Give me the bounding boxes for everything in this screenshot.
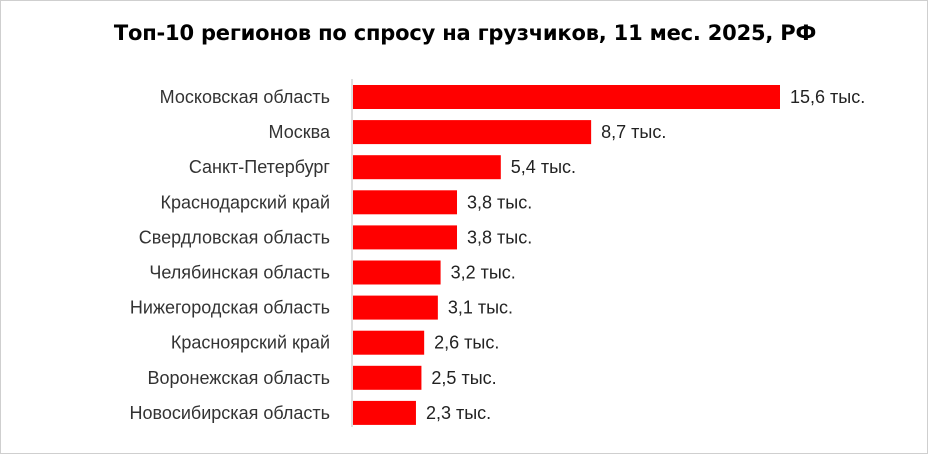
bar [353,85,780,109]
category-label: Краснодарский край [160,192,330,212]
value-label: 2,5 тыс. [431,368,496,388]
bar [353,295,438,320]
value-label: 3,2 тыс. [451,263,516,283]
value-label: 3,1 тыс. [448,298,513,318]
value-label: 5,4 тыс. [511,157,576,177]
bar [353,365,422,390]
bar [353,260,441,285]
category-label: Санкт-Петербург [189,157,331,177]
bar [353,225,458,250]
category-label: Новосибирская область [130,403,331,423]
bar [353,330,425,355]
bar [353,400,416,425]
value-label: 2,3 тыс. [426,403,491,423]
value-label: 3,8 тыс. [467,227,532,247]
value-label: 3,8 тыс. [467,192,532,212]
category-label: Москва [269,122,331,142]
value-label: 2,6 тыс. [434,333,499,353]
chart-title: Топ-10 регионов по спросу на грузчиков, … [113,21,817,45]
category-label: Свердловская область [139,227,330,247]
category-label: Нижегородская область [130,298,330,318]
value-label: 8,7 тыс. [601,122,666,142]
bar [353,120,592,145]
category-label: Московская область [160,87,330,107]
bar [353,155,501,180]
category-label: Воронежская область [147,368,330,388]
value-label: 15,6 тыс. [790,87,865,107]
category-label: Челябинская область [149,263,330,283]
bars-group: Московская область 15,6 тыс. Москва 8,7 тыс… [130,85,865,425]
category-label: Красноярский край [171,333,330,353]
bar [353,190,458,215]
